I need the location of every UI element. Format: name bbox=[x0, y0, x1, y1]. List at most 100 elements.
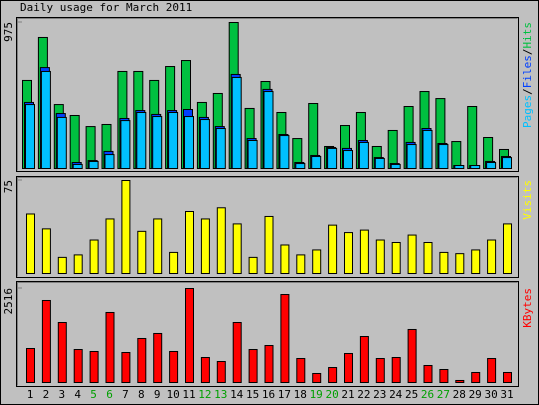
bar bbox=[312, 249, 322, 275]
bar bbox=[216, 207, 226, 274]
bar bbox=[344, 353, 353, 383]
bar bbox=[467, 106, 478, 170]
bar bbox=[280, 294, 290, 383]
bar bbox=[486, 162, 497, 169]
bar bbox=[72, 163, 83, 170]
panel-bevel bbox=[17, 282, 518, 386]
bar bbox=[455, 379, 465, 384]
x-tick-label: 21 bbox=[341, 388, 354, 401]
bar bbox=[248, 349, 258, 384]
bar bbox=[263, 91, 274, 169]
legend: Visits bbox=[521, 180, 534, 220]
legend: Pages/Files/Hits bbox=[521, 22, 534, 128]
bar bbox=[455, 253, 465, 275]
bar bbox=[358, 141, 369, 169]
bar bbox=[344, 232, 353, 274]
bar bbox=[407, 328, 417, 383]
x-tick-label: 27 bbox=[437, 388, 450, 401]
bar bbox=[25, 104, 35, 169]
bar bbox=[264, 345, 274, 384]
bar bbox=[168, 111, 179, 169]
panel-bevel bbox=[17, 177, 518, 277]
x-tick-label: 29 bbox=[469, 388, 482, 401]
x-tick-label: 31 bbox=[500, 388, 513, 401]
legend-entry: Pages bbox=[521, 95, 534, 128]
bar bbox=[451, 141, 462, 170]
bar bbox=[169, 350, 179, 383]
x-tick-label: 8 bbox=[138, 388, 145, 401]
x-tick-label: 3 bbox=[58, 388, 65, 401]
x-tick-label: 11 bbox=[182, 388, 195, 401]
legend-entry: Hits bbox=[521, 22, 534, 49]
bar bbox=[105, 311, 115, 383]
bar bbox=[89, 239, 99, 275]
bar bbox=[232, 321, 242, 384]
bar bbox=[487, 358, 497, 384]
x-tick-label: 4 bbox=[74, 388, 81, 401]
bar bbox=[215, 128, 226, 169]
bar bbox=[359, 229, 369, 275]
bar bbox=[343, 150, 353, 169]
x-tick-label: 1 bbox=[27, 388, 34, 401]
bar bbox=[406, 144, 417, 170]
bar bbox=[121, 180, 131, 274]
x-tick-label: 12 bbox=[198, 388, 211, 401]
bar bbox=[57, 256, 67, 275]
bar bbox=[231, 76, 242, 169]
bar bbox=[454, 165, 465, 169]
bar bbox=[185, 211, 194, 274]
bar bbox=[153, 218, 163, 275]
bar bbox=[359, 336, 369, 384]
x-tick-label: 17 bbox=[278, 388, 291, 401]
bar bbox=[391, 242, 401, 274]
bar bbox=[390, 163, 401, 170]
bar bbox=[439, 251, 449, 274]
bar bbox=[73, 254, 83, 274]
bar bbox=[232, 223, 242, 274]
legend-entry: KBytes bbox=[521, 288, 534, 328]
bar bbox=[295, 163, 306, 169]
y-tick-label: 75 bbox=[2, 180, 15, 193]
bar bbox=[387, 129, 398, 170]
bar bbox=[422, 129, 433, 170]
bar bbox=[471, 371, 481, 383]
bar bbox=[184, 116, 194, 169]
bar bbox=[312, 372, 322, 384]
bar bbox=[503, 223, 512, 274]
legend-separator: / bbox=[521, 49, 534, 56]
bar bbox=[153, 332, 163, 383]
x-tick-label: 6 bbox=[106, 388, 113, 401]
bar bbox=[136, 111, 147, 169]
bar bbox=[487, 239, 497, 275]
bar bbox=[438, 144, 449, 170]
legend: KBytes bbox=[521, 288, 534, 328]
x-tick-label: 18 bbox=[294, 388, 307, 401]
x-tick-label: 15 bbox=[246, 388, 259, 401]
bar bbox=[311, 156, 322, 169]
bar bbox=[121, 351, 131, 384]
bar bbox=[199, 119, 210, 169]
bar bbox=[137, 230, 147, 274]
bar bbox=[169, 251, 179, 274]
bar bbox=[41, 228, 51, 274]
legend-separator: / bbox=[521, 88, 534, 95]
bar bbox=[137, 337, 147, 383]
panel-bevel bbox=[17, 18, 518, 171]
bar bbox=[296, 254, 306, 274]
bar bbox=[216, 361, 226, 383]
bar bbox=[26, 213, 35, 274]
bar bbox=[375, 239, 385, 275]
chart-title: Daily usage for March 2011 bbox=[20, 1, 192, 14]
bar bbox=[248, 256, 258, 275]
x-tick-label: 16 bbox=[262, 388, 275, 401]
x-tick-label: 5 bbox=[90, 388, 97, 401]
bar bbox=[279, 135, 290, 169]
y-tick-label: 975 bbox=[2, 22, 15, 42]
bar bbox=[375, 358, 385, 384]
x-tick-label: 22 bbox=[357, 388, 370, 401]
bar bbox=[40, 70, 51, 169]
bar bbox=[503, 371, 512, 383]
bar bbox=[89, 350, 99, 383]
bar bbox=[185, 288, 194, 383]
